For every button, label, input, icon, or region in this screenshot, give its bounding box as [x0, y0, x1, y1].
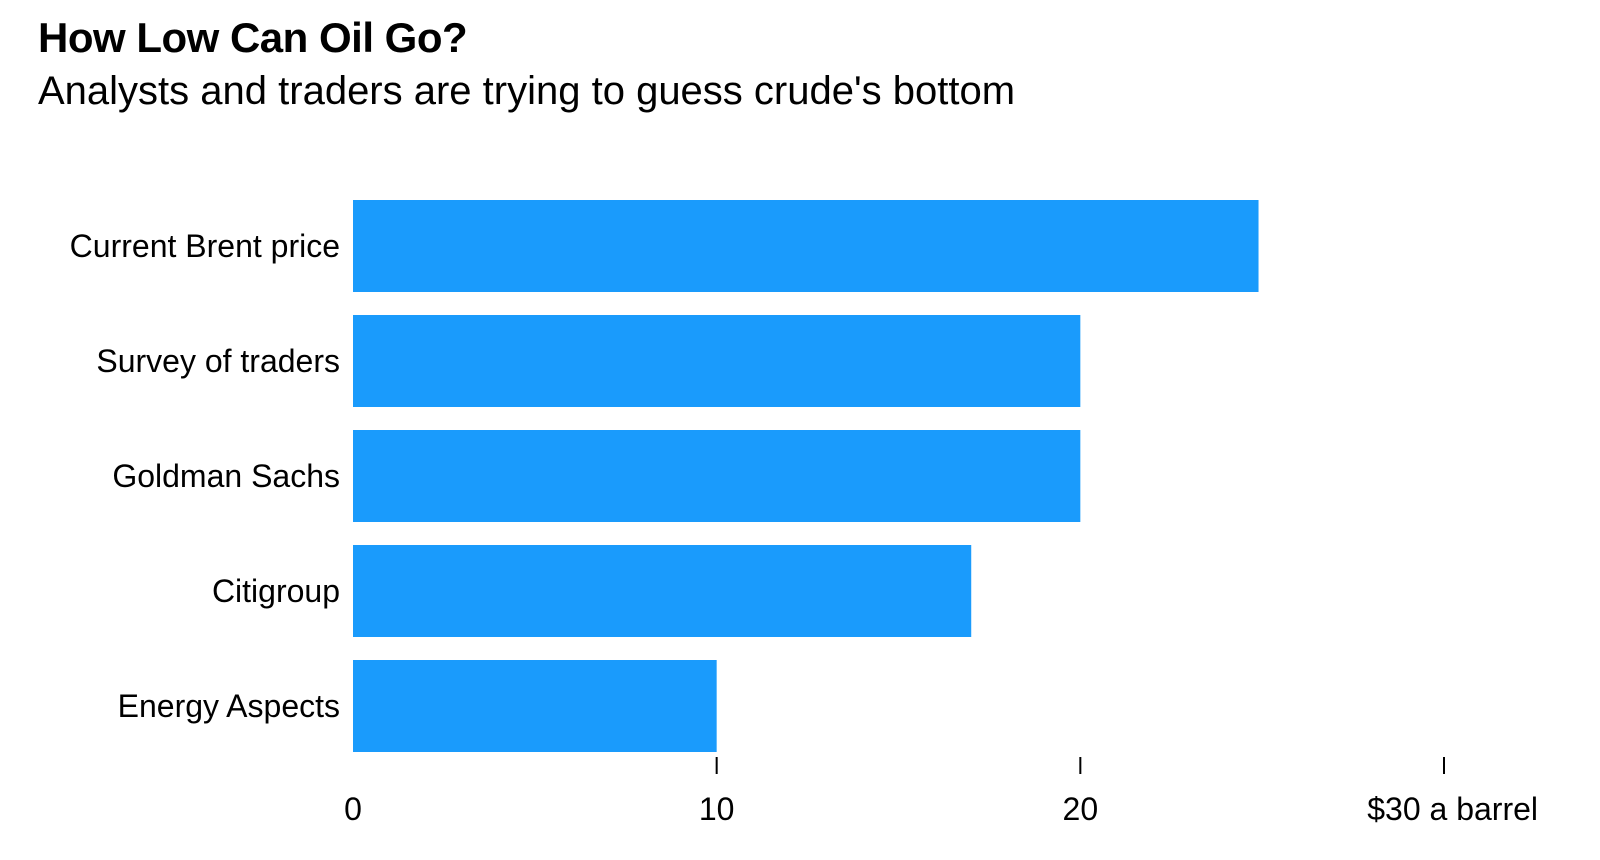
bar-citigroup: [353, 545, 972, 637]
x-tick-label: 0: [344, 791, 362, 827]
x-tick-label: 20: [1063, 791, 1099, 827]
bar-survey-of-traders: [353, 315, 1081, 407]
category-labels: Current Brent price Survey of traders Gold…: [70, 228, 340, 724]
category-label: Survey of traders: [96, 343, 340, 379]
category-label: Energy Aspects: [118, 688, 340, 724]
x-tick-label: 10: [699, 791, 735, 827]
x-axis: 0 10 20 $30 a barrel: [344, 757, 1538, 827]
category-label: Goldman Sachs: [112, 458, 340, 494]
category-label: Citigroup: [212, 573, 340, 609]
category-label: Current Brent price: [70, 228, 340, 264]
bar-current-brent-price: [353, 200, 1259, 292]
x-tick-label: $30 a barrel: [1367, 791, 1538, 827]
bar-energy-aspects: [353, 660, 717, 752]
bars: [353, 200, 1259, 752]
chart-title: How Low Can Oil Go?: [38, 14, 468, 61]
chart-subtitle: Analysts and traders are trying to guess…: [38, 69, 1016, 113]
bar-goldman-sachs: [353, 430, 1081, 522]
